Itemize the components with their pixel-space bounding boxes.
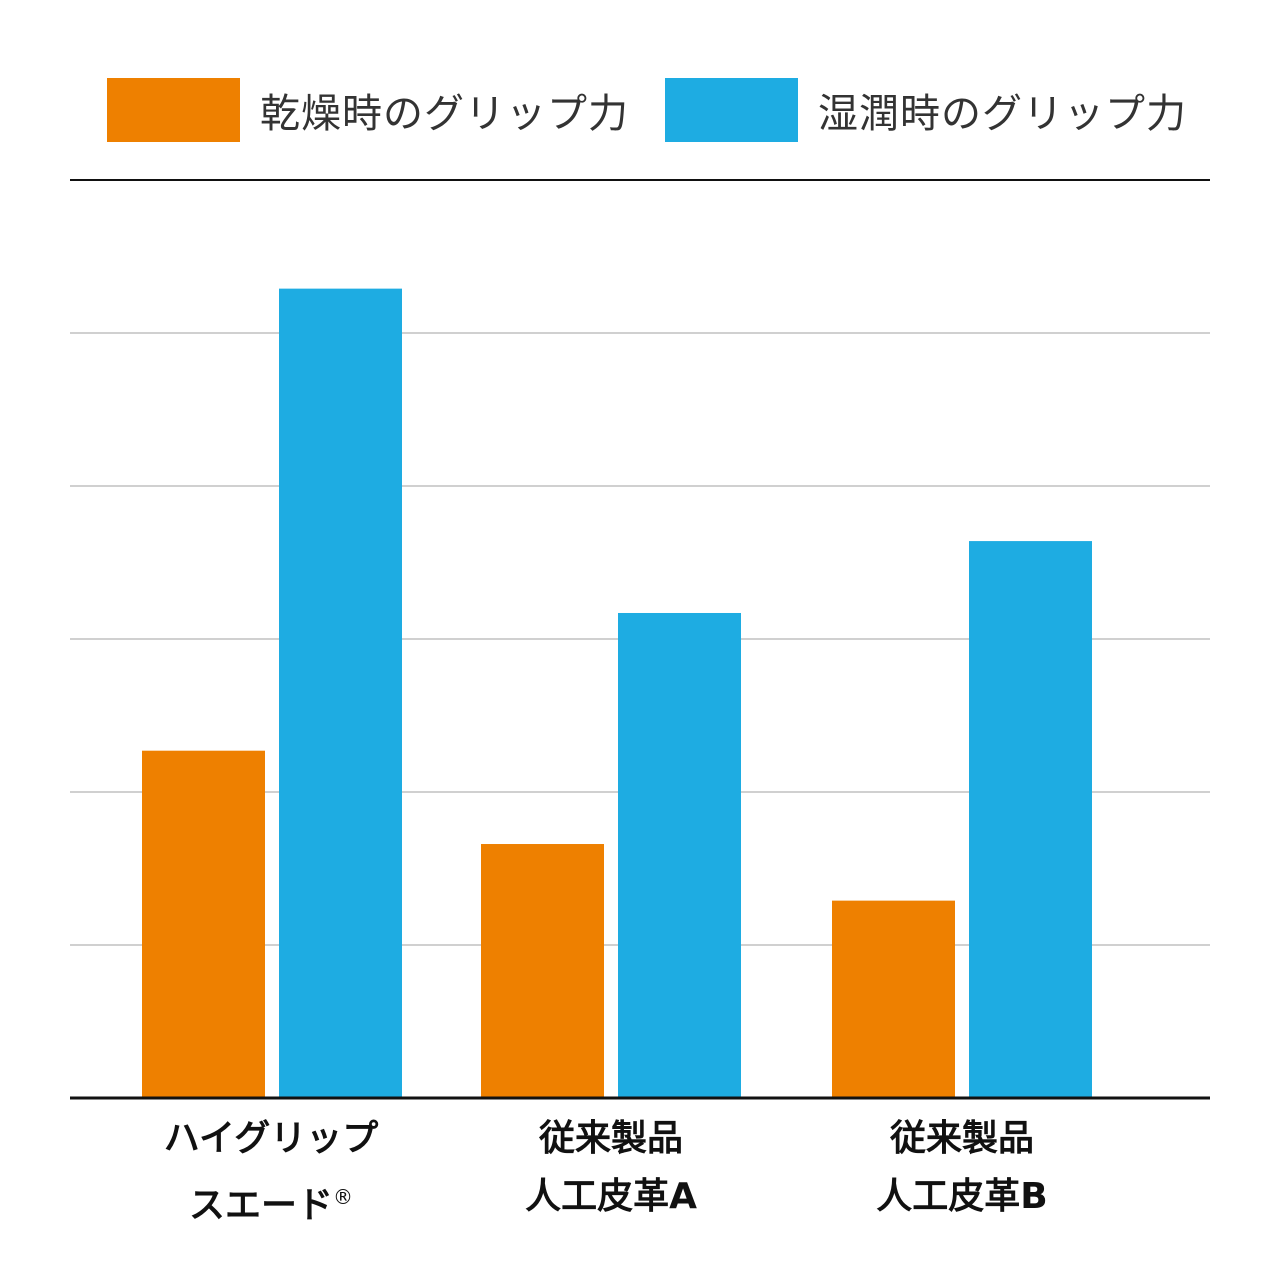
legend-label-wet: 湿潤時のグリップ力	[818, 91, 1187, 137]
x-tick-label-2-line1: 従来製品	[889, 1118, 1034, 1159]
bar-wet-2	[969, 541, 1092, 1098]
legend-swatch-wet	[665, 78, 798, 142]
x-tick-label-1-line1: 従来製品	[538, 1118, 683, 1159]
legend-label-dry: 乾燥時のグリップ力	[260, 91, 629, 137]
bar-wet-0	[279, 288, 402, 1098]
legend-swatch-dry	[107, 78, 240, 142]
legend-item-dry: 乾燥時のグリップ力	[107, 78, 629, 142]
x-tick-label-2-line2: 人工皮革B	[876, 1176, 1048, 1217]
x-tick-label-0-line1: ハイグリップ	[163, 1118, 379, 1159]
bar-wet-1	[618, 612, 741, 1098]
x-tick-label-1-line2: 人工皮革A	[525, 1176, 697, 1217]
bar-dry-0	[142, 750, 265, 1098]
bar-dry-2	[832, 900, 955, 1098]
legend-item-wet: 湿潤時のグリップ力	[665, 78, 1187, 142]
bar-dry-1	[481, 844, 604, 1098]
x-tick-label-0-line2: スエード®	[101, 1168, 441, 1235]
x-tick-label-1: 従来製品 人工皮革A	[441, 1110, 781, 1226]
x-tick-label-0: ハイグリップ スエード®	[101, 1110, 441, 1235]
legend: 乾燥時のグリップ力 湿潤時のグリップ力	[0, 0, 1280, 160]
x-tick-label-0-line2-text: スエード	[188, 1185, 333, 1226]
x-tick-label-2: 従来製品 人工皮革B	[792, 1110, 1132, 1226]
registered-mark: ®	[333, 1185, 353, 1209]
